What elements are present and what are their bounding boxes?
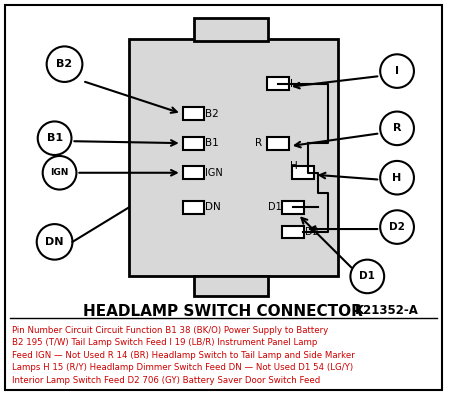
- Text: H: H: [290, 161, 297, 171]
- Circle shape: [380, 210, 414, 244]
- Text: DN: DN: [45, 237, 64, 247]
- Bar: [183, 137, 204, 150]
- Text: R: R: [255, 138, 262, 148]
- Circle shape: [43, 156, 76, 190]
- Text: D1: D1: [268, 202, 282, 212]
- Bar: [267, 78, 289, 90]
- Bar: [292, 166, 314, 179]
- Text: D2: D2: [389, 222, 405, 232]
- Bar: [183, 107, 204, 120]
- Circle shape: [351, 260, 384, 293]
- Text: D1: D1: [360, 272, 375, 282]
- Text: Pin Number Circuit Circuit Function B1 38 (BK/O) Power Supply to Battery
B2 195 : Pin Number Circuit Circuit Function B1 3…: [12, 326, 355, 385]
- Circle shape: [380, 112, 414, 145]
- Text: IGN: IGN: [206, 168, 223, 178]
- Text: IGN: IGN: [50, 168, 69, 177]
- Text: B2: B2: [206, 108, 219, 118]
- Bar: [183, 166, 204, 179]
- Circle shape: [47, 46, 82, 82]
- Bar: [282, 201, 304, 214]
- Bar: [194, 18, 268, 42]
- Circle shape: [380, 54, 414, 88]
- Text: K21352-A: K21352-A: [355, 304, 419, 317]
- Text: HEADLAMP SWITCH CONNECTOR: HEADLAMP SWITCH CONNECTOR: [83, 304, 363, 319]
- Text: B1: B1: [206, 138, 219, 148]
- Bar: [282, 226, 304, 238]
- Text: D2: D2: [305, 227, 319, 237]
- Text: R: R: [393, 123, 401, 133]
- Bar: [267, 137, 289, 150]
- Text: B1: B1: [46, 133, 63, 143]
- Circle shape: [38, 122, 72, 155]
- Text: H: H: [392, 173, 402, 183]
- Text: DN: DN: [206, 202, 221, 212]
- Bar: [129, 40, 338, 276]
- Bar: [183, 201, 204, 214]
- Text: I: I: [395, 66, 399, 76]
- Bar: [194, 276, 268, 296]
- Text: B2: B2: [56, 59, 72, 69]
- Circle shape: [380, 161, 414, 194]
- Text: I: I: [290, 79, 293, 89]
- Circle shape: [37, 224, 72, 260]
